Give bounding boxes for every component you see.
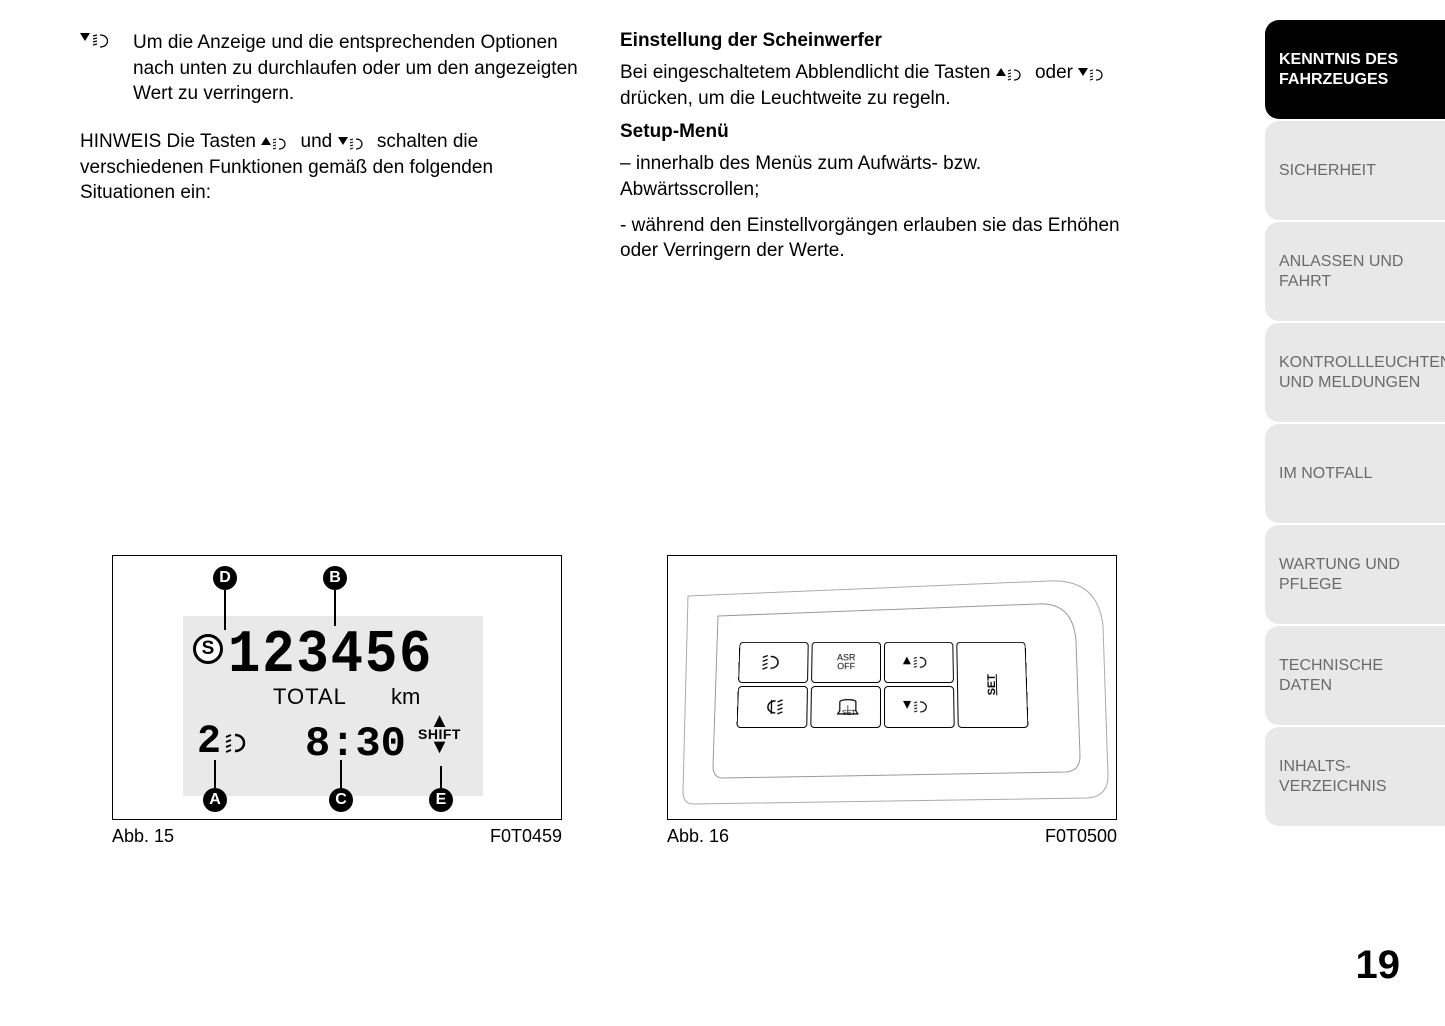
- left-column: Um die Anzeige und die entsprechenden Op…: [80, 30, 580, 274]
- sidebar-tab-1[interactable]: SICHERHEIT: [1265, 121, 1445, 220]
- hint-paragraph: HINWEIS Die Tasten und: [80, 129, 580, 206]
- figure-16-caption-right: F0T0500: [1045, 826, 1117, 847]
- clock-value: 8:30: [305, 720, 406, 768]
- hint-mid: und: [301, 131, 338, 152]
- setup-p2: – innerhalb des Menüs zum Aufwärts- bzw.…: [620, 151, 1120, 202]
- odometer-total-label: TOTAL: [273, 684, 347, 710]
- light-level-indicator: 2: [197, 720, 257, 765]
- hint-prefix: HINWEIS Die Tasten: [80, 131, 261, 152]
- figure-15: S 123456 TOTAL km 2 8:30 ▲ SHIFT ▼: [112, 555, 562, 847]
- shift-indicator: ▲ SHIFT ▼: [418, 716, 461, 752]
- bullet-text: Um die Anzeige und die entsprechenden Op…: [133, 30, 580, 107]
- figure-15-caption: Abb. 15 F0T0459: [112, 826, 562, 847]
- figure-15-caption-right: F0T0459: [490, 826, 562, 847]
- figures-row: S 123456 TOTAL km 2 8:30 ▲ SHIFT ▼: [112, 555, 1117, 847]
- sidebar-tabs: KENNTNIS DES FAHRZEUGESSICHERHEITANLASSE…: [1265, 20, 1445, 828]
- paragraph-light: Bei eingeschaltetem Abblendlicht die Tas…: [620, 60, 1120, 111]
- sidebar-tab-7[interactable]: INHALTS-VERZEICHNIS: [1265, 727, 1445, 826]
- figure-16: ASR OFF SET ! SET: [667, 555, 1117, 847]
- callout-a-label: A: [203, 788, 227, 812]
- odometer-value: 123456: [228, 622, 433, 690]
- figure-15-frame: S 123456 TOTAL km 2 8:30 ▲ SHIFT ▼: [112, 555, 562, 820]
- light-down-button[interactable]: [884, 686, 955, 728]
- tpms-set-button[interactable]: ! SET: [810, 686, 881, 728]
- up-light-icon-inline: [261, 133, 295, 151]
- fog-front-button[interactable]: [738, 642, 809, 683]
- callout-c-label: C: [329, 788, 353, 812]
- sidebar-tab-4[interactable]: IM NOTFALL: [1265, 424, 1445, 523]
- sidebar-tab-6[interactable]: TECHNISCHE DATEN: [1265, 626, 1445, 725]
- callout-b-label: B: [323, 566, 347, 590]
- down-light-icon: [80, 30, 118, 52]
- button-panel: ASR OFF SET ! SET: [737, 642, 1029, 728]
- down-light-icon-inline: [338, 133, 372, 151]
- sidebar-tab-2[interactable]: ANLASSEN UND FAHRT: [1265, 222, 1445, 321]
- heading-setup: Setup-Menü: [620, 121, 1120, 143]
- right-column: Einstellung der Scheinwerfer Bei eingesc…: [620, 30, 1120, 274]
- callout-d-label: D: [213, 566, 237, 590]
- down-light-icon-inline2: [1078, 64, 1112, 82]
- light-up-button[interactable]: [884, 642, 954, 683]
- heading-scheinwerfer: Einstellung der Scheinwerfer: [620, 30, 1120, 52]
- sidebar-tab-3[interactable]: KONTROLLLEUCHTEN UND MELDUNGEN: [1265, 323, 1445, 422]
- figure-16-caption-left: Abb. 16: [667, 826, 729, 847]
- shift-down-icon: ▼: [418, 742, 461, 752]
- odometer-km-label: km: [391, 684, 420, 710]
- set-button[interactable]: SET: [956, 642, 1028, 728]
- sidebar-tab-5[interactable]: WARTUNG UND PFLEGE: [1265, 525, 1445, 624]
- service-s-icon: S: [193, 634, 223, 664]
- up-light-icon-inline2: [996, 64, 1030, 82]
- figure-16-caption: Abb. 16 F0T0500: [667, 826, 1117, 847]
- page-number: 19: [1356, 943, 1401, 988]
- asr-off-button[interactable]: ASR OFF: [811, 642, 881, 683]
- content-columns: Um die Anzeige und die entsprechenden Op…: [80, 30, 1120, 274]
- setup-p3: - während den Einstellvorgängen erlauben…: [620, 213, 1120, 264]
- sidebar-tab-0[interactable]: KENNTNIS DES FAHRZEUGES: [1265, 20, 1445, 119]
- callout-e-label: E: [429, 788, 453, 812]
- figure-16-frame: ASR OFF SET ! SET: [667, 555, 1117, 820]
- shift-up-icon: ▲: [418, 716, 461, 726]
- fog-rear-button[interactable]: [737, 686, 808, 728]
- figure-15-caption-left: Abb. 15: [112, 826, 174, 847]
